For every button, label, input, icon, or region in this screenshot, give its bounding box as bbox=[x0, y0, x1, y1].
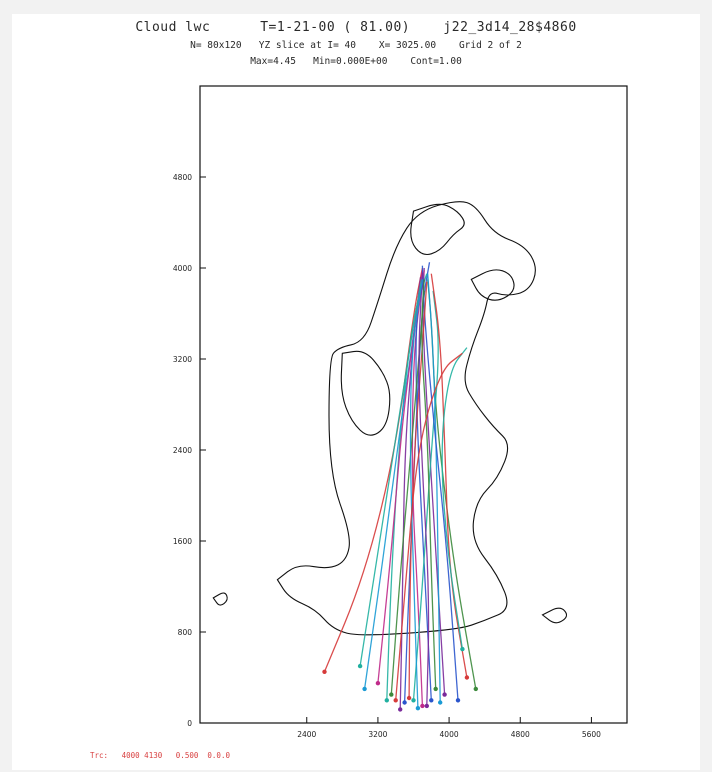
trajectory-start-marker-13 bbox=[438, 700, 443, 705]
y-tick-label-1: 0 bbox=[187, 719, 192, 728]
y-axis: 0 800 1600 2400 3200 4000 4800 bbox=[173, 173, 206, 728]
y-tick-label-3: 1600 bbox=[173, 537, 192, 546]
contour-core-1 bbox=[340, 350, 391, 436]
trajectory-line-13 bbox=[427, 273, 441, 703]
trajectory-start-marker-5 bbox=[473, 686, 478, 692]
footer-note: Trc: 4000 4130 0.500 0.0.0 bbox=[90, 751, 230, 760]
chart-subtitle-range: Max=4.45 Min=0.000E+00 Cont=1.00 bbox=[250, 56, 462, 67]
y-tick-label-2: 800 bbox=[178, 628, 193, 637]
trajectory-layer bbox=[322, 262, 478, 712]
trajectory-start-marker-10 bbox=[464, 675, 470, 680]
trajectory-start-marker-22 bbox=[393, 698, 398, 703]
trajectory-start-marker-2 bbox=[402, 700, 407, 705]
trajectory-line-18 bbox=[418, 272, 430, 706]
x-tick-label-5: 5600 bbox=[582, 730, 601, 739]
trajectory-line-9 bbox=[412, 290, 439, 701]
chart-subtitle-slice: N= 80x120 YZ slice at I= 40 X= 3025.00 G… bbox=[190, 40, 522, 51]
trajectory-line-14 bbox=[377, 270, 424, 684]
chart-title: Cloud lwc T=1-21-00 ( 81.00) j22_3d14_28… bbox=[135, 20, 577, 35]
y-tick-label-6: 4000 bbox=[173, 264, 192, 273]
trajectory-start-marker-18 bbox=[424, 703, 429, 709]
trajectory-start-marker-19 bbox=[433, 686, 438, 692]
x-tick-label-1: 2400 bbox=[297, 730, 316, 739]
x-axis: 2400 3200 4000 4800 5600 bbox=[297, 717, 601, 739]
trajectory-start-marker-4 bbox=[442, 692, 447, 697]
trajectory-line-7 bbox=[411, 270, 425, 706]
trajectory-start-marker-12 bbox=[389, 692, 394, 697]
trajectory-line-8 bbox=[415, 279, 432, 701]
trajectory-start-marker-16 bbox=[357, 663, 363, 669]
trajectory-line-16 bbox=[359, 279, 423, 667]
trajectory-start-marker-20 bbox=[415, 706, 421, 711]
contour-layer bbox=[212, 201, 568, 636]
trajectory-start-marker-3 bbox=[384, 698, 389, 703]
y-tick-label-5: 3200 bbox=[173, 355, 192, 364]
trajectory-line-22 bbox=[395, 352, 463, 701]
contour-core-2 bbox=[410, 203, 465, 256]
trajectory-start-marker-6 bbox=[362, 686, 367, 692]
trajectory-start-marker-11 bbox=[398, 707, 403, 712]
trajectory-line-19 bbox=[421, 279, 437, 689]
trajectory-start-marker-7 bbox=[420, 703, 425, 709]
trajectory-start-marker-9 bbox=[411, 698, 416, 703]
contour-blob-left bbox=[212, 592, 228, 606]
trajectory-start-marker-17 bbox=[406, 695, 412, 701]
y-tick-label-4: 2400 bbox=[173, 446, 192, 455]
x-tick-label-4: 4800 bbox=[511, 730, 530, 739]
trajectory-line-10 bbox=[430, 273, 468, 678]
plot-area bbox=[199, 85, 628, 724]
trajectory-start-marker-21 bbox=[460, 646, 465, 652]
contour-blob-right bbox=[541, 607, 568, 624]
trajectory-start-marker-8 bbox=[429, 698, 434, 703]
x-tick-label-3: 4000 bbox=[440, 730, 459, 739]
x-tick-label-2: 3200 bbox=[368, 730, 387, 739]
trajectory-line-21 bbox=[441, 347, 468, 650]
trajectory-start-marker-14 bbox=[375, 681, 381, 686]
trajectory-start-marker-15 bbox=[455, 698, 461, 703]
y-tick-label-7: 4800 bbox=[173, 173, 192, 182]
trajectory-start-marker-1 bbox=[322, 669, 327, 674]
trajectory-line-6 bbox=[363, 285, 422, 689]
trajectory-line-15 bbox=[421, 265, 459, 701]
trajectory-line-12 bbox=[390, 290, 425, 695]
contour-side-right bbox=[470, 269, 515, 301]
